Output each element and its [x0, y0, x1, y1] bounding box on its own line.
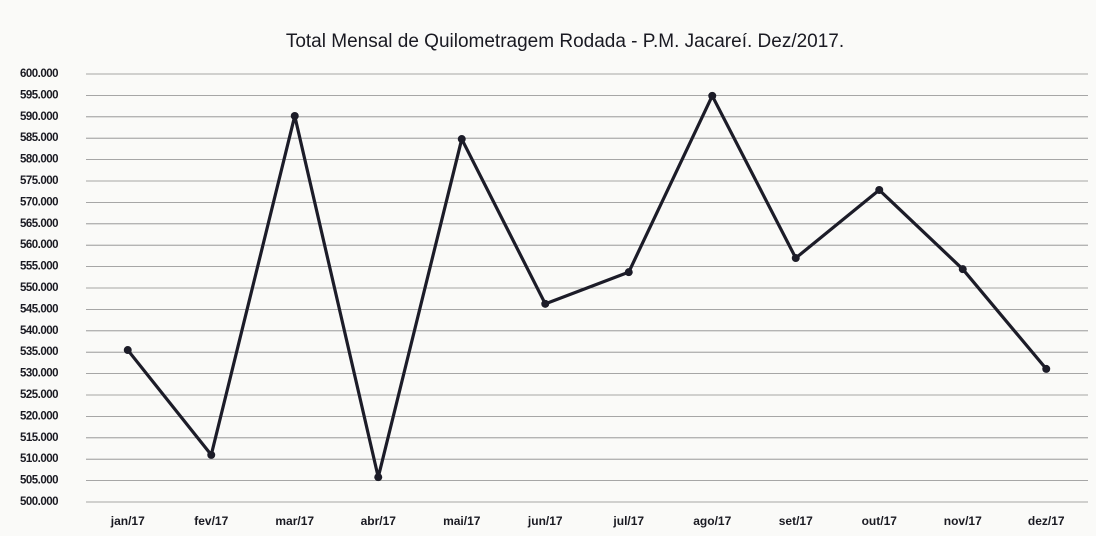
x-tick-label: abr/17 — [361, 514, 397, 528]
x-tick-label: jun/17 — [527, 514, 563, 528]
point — [958, 265, 967, 274]
y-tick-label: 550.000 — [20, 282, 58, 294]
y-tick-label: 560.000 — [20, 239, 58, 251]
y-tick-label: 590.000 — [20, 111, 58, 123]
point — [708, 91, 717, 100]
y-tick-label: 530.000 — [20, 368, 58, 380]
y-tick-label: 595.000 — [20, 89, 58, 101]
x-tick-label: out/17 — [862, 514, 898, 528]
y-tick-label: 520.000 — [20, 410, 58, 422]
line — [126, 94, 1048, 479]
x-tick-label: fev/17 — [194, 514, 228, 528]
x-tick-label: mar/17 — [275, 514, 314, 528]
y-tick-label: 545.000 — [20, 303, 58, 315]
y-tick-label: 555.000 — [20, 261, 58, 273]
x-tick-label: set/17 — [779, 514, 813, 528]
y-tick-label: 535.000 — [20, 346, 58, 358]
y-tick-label: 600.000 — [20, 68, 58, 80]
point — [1042, 364, 1051, 373]
y-tick-label: 580.000 — [20, 154, 58, 166]
y-tick-label: 505.000 — [20, 475, 58, 487]
x-tick-label: mai/17 — [443, 514, 481, 528]
point — [290, 111, 299, 120]
y-tick-label: 500.000 — [20, 496, 58, 508]
y-tick-label: 510.000 — [20, 453, 58, 465]
point — [541, 299, 550, 308]
point — [374, 473, 383, 482]
point — [624, 268, 633, 277]
point — [791, 254, 800, 263]
x-tick-label: ago/17 — [693, 514, 731, 528]
y-tick-label: 540.000 — [20, 325, 58, 337]
y-tick-label: 565.000 — [20, 218, 58, 230]
x-tick-label: dez/17 — [1028, 514, 1065, 528]
chart-title: Total Mensal de Quilometragem Rodada - P… — [286, 31, 844, 52]
point — [457, 135, 466, 144]
y-tick-label: 575.000 — [20, 175, 58, 187]
y-tick-label: 585.000 — [20, 132, 58, 144]
y-tick-label: 525.000 — [20, 389, 58, 401]
y-tick-label: 570.000 — [20, 196, 58, 208]
point — [207, 450, 216, 459]
x-tick-label: jan/17 — [110, 514, 145, 528]
point — [875, 185, 884, 194]
point — [123, 346, 132, 355]
y-tick-label: 515.000 — [20, 432, 58, 444]
x-tick-label: nov/17 — [944, 514, 982, 528]
x-tick-label: jul/17 — [612, 514, 644, 528]
